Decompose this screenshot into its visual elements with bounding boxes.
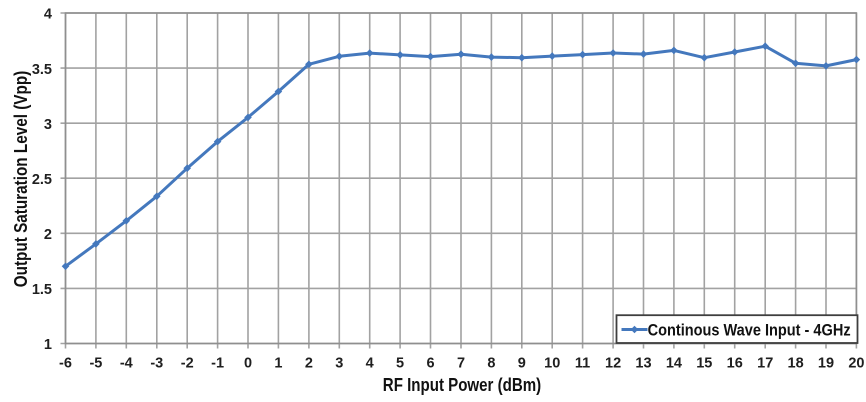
svg-text:3.5: 3.5: [32, 62, 52, 78]
svg-text:-5: -5: [89, 356, 102, 372]
svg-text:20: 20: [848, 356, 864, 372]
svg-text:12: 12: [605, 356, 621, 372]
svg-text:0: 0: [244, 356, 252, 372]
svg-text:-6: -6: [59, 356, 72, 372]
svg-text:7: 7: [457, 356, 465, 372]
svg-text:3: 3: [335, 356, 343, 372]
svg-text:-3: -3: [150, 356, 163, 372]
svg-text:2: 2: [305, 356, 313, 372]
svg-text:6: 6: [426, 356, 434, 372]
svg-text:1: 1: [44, 337, 52, 353]
svg-text:4: 4: [44, 7, 52, 23]
svg-text:10: 10: [544, 356, 560, 372]
svg-text:8: 8: [487, 356, 495, 372]
svg-text:14: 14: [666, 356, 682, 372]
svg-text:3: 3: [44, 117, 52, 133]
svg-text:1: 1: [274, 356, 282, 372]
svg-text:Output Saturation Level (Vpp): Output Saturation Level (Vpp): [11, 71, 31, 288]
svg-text:11: 11: [575, 356, 590, 372]
svg-text:-2: -2: [181, 356, 194, 372]
svg-text:-1: -1: [211, 356, 224, 372]
svg-text:4: 4: [366, 356, 374, 372]
svg-text:18: 18: [788, 356, 804, 372]
svg-text:RF Input Power (dBm): RF Input Power (dBm): [383, 375, 541, 395]
svg-text:16: 16: [727, 356, 743, 372]
svg-text:2.5: 2.5: [32, 172, 52, 188]
svg-text:1.5: 1.5: [32, 282, 52, 298]
svg-text:17: 17: [757, 356, 773, 372]
svg-text:15: 15: [696, 356, 712, 372]
svg-text:5: 5: [396, 356, 404, 372]
svg-text:13: 13: [635, 356, 651, 372]
svg-text:19: 19: [818, 356, 834, 372]
svg-text:2: 2: [44, 227, 52, 243]
svg-text:Continous Wave Input - 4GHz: Continous Wave Input - 4GHz: [648, 320, 851, 339]
svg-text:9: 9: [518, 356, 526, 372]
svg-text:-4: -4: [120, 356, 133, 372]
